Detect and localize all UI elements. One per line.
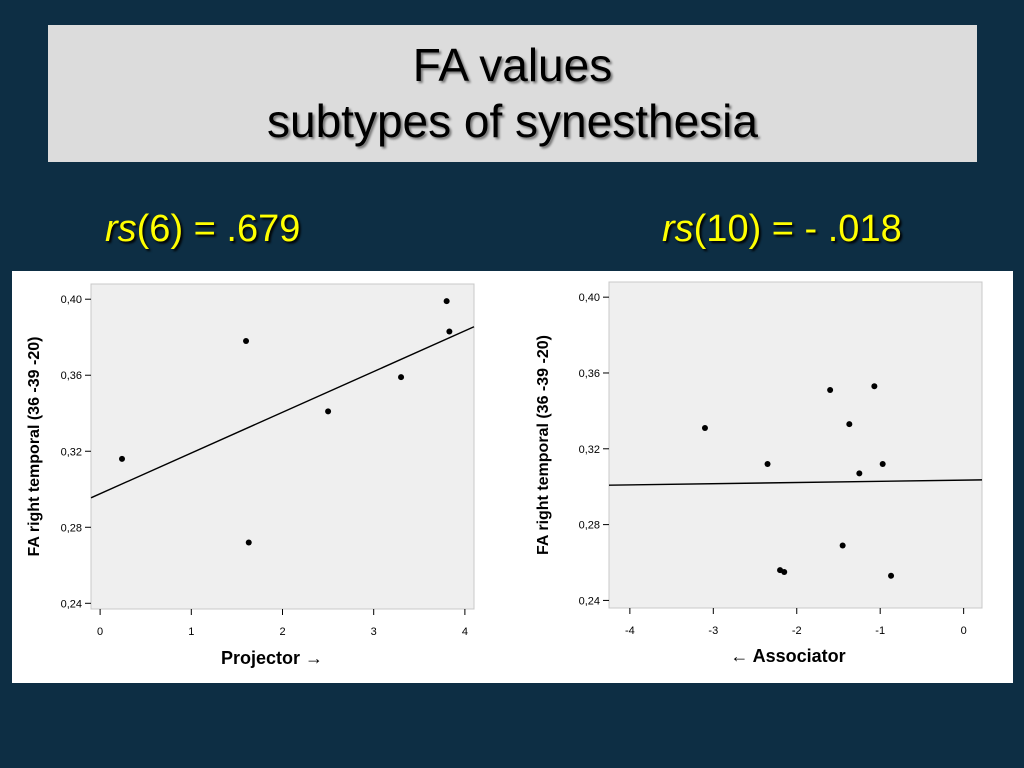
chart-panel: 0 1 2 3 4 0,24 0,28 0,32 0,36 0,40 Projector → FA r… [12,271,1013,683]
chart1-data-point [446,328,453,335]
chart2-data-point [846,421,853,428]
chart1-data-point [398,374,405,381]
chart2-x-axis-label: ← Associator [730,646,845,666]
chart1-x-axis-label: Projector → [221,648,323,668]
chart1-plot-area [90,283,475,610]
chart2-plot-area [608,281,983,609]
chart2-data-point [764,460,771,467]
stat-right: rs(10) = - .018 [662,208,902,251]
chart2-y-axis-label: FA right temporal (36 -39 -20) [535,335,552,555]
chart2-fit-line [608,479,983,486]
charts-svg: 0 1 2 3 4 0,24 0,28 0,32 0,36 0,40 Projector → FA r… [26,281,983,668]
chart1-x-tick-label: 3 [371,626,377,638]
chart2-data-point [781,568,788,575]
chart2-y-tick-label: 0,40 [579,292,600,304]
chart1-y-axis-label: FA right temporal (36 -39 -20) [26,337,43,557]
stat-left-value: (6) = .679 [136,208,301,250]
title-box: FA values subtypes of synesthesia [48,25,977,162]
chart2-x-tick-label: -2 [792,625,802,637]
chart2-data-point [701,424,708,431]
chart1-y-tick-label: 0,28 [61,522,82,534]
chart2-data-point [839,542,846,549]
chart1-data-point [243,338,250,345]
chart2-data-point [827,387,834,394]
chart1-y-tick-label: 0,32 [61,446,82,458]
chart1-x-tick-label: 1 [188,626,194,638]
chart1-data-point [119,455,126,462]
chart1-fit-line [90,326,475,499]
chart2-data-point [871,383,878,390]
chart2-y-tick-label: 0,24 [579,595,600,607]
chart1-x-tick-label: 2 [279,626,285,638]
chart1-data-point [443,298,450,305]
chart2-data-point [879,460,886,467]
chart2-y-tick-label: 0,36 [579,368,600,380]
chart2-y-tick-label: 0,28 [579,520,600,532]
chart1-data-point [325,408,332,415]
chart1-x-tick-label: 4 [462,626,468,638]
slide-title-line-2: subtypes of synesthesia [267,95,758,147]
chart1-data-point [245,539,252,546]
stat-left: rs(6) = .679 [105,208,300,251]
slide-title-line-1: FA values [412,39,613,91]
chart1-x-tick-label: 0 [97,626,103,638]
chart1-y-tick-label: 0,24 [61,598,82,610]
chart2-y-tick-label: 0,32 [579,444,600,456]
chart2-data-point [856,470,863,477]
stat-right-value: (10) = - .018 [693,208,902,250]
chart1-y-tick-label: 0,40 [61,294,82,306]
chart2-data-point [888,572,895,579]
chart2-x-tick-label: 0 [961,625,967,637]
chart2-x-tick-label: -4 [625,625,635,637]
chart1-y-tick-label: 0,36 [61,370,82,382]
chart2-x-tick-label: -3 [708,625,718,637]
stat-right-rs: rs [662,208,694,250]
stat-left-rs: rs [105,208,137,250]
chart2-x-tick-label: -1 [875,625,885,637]
